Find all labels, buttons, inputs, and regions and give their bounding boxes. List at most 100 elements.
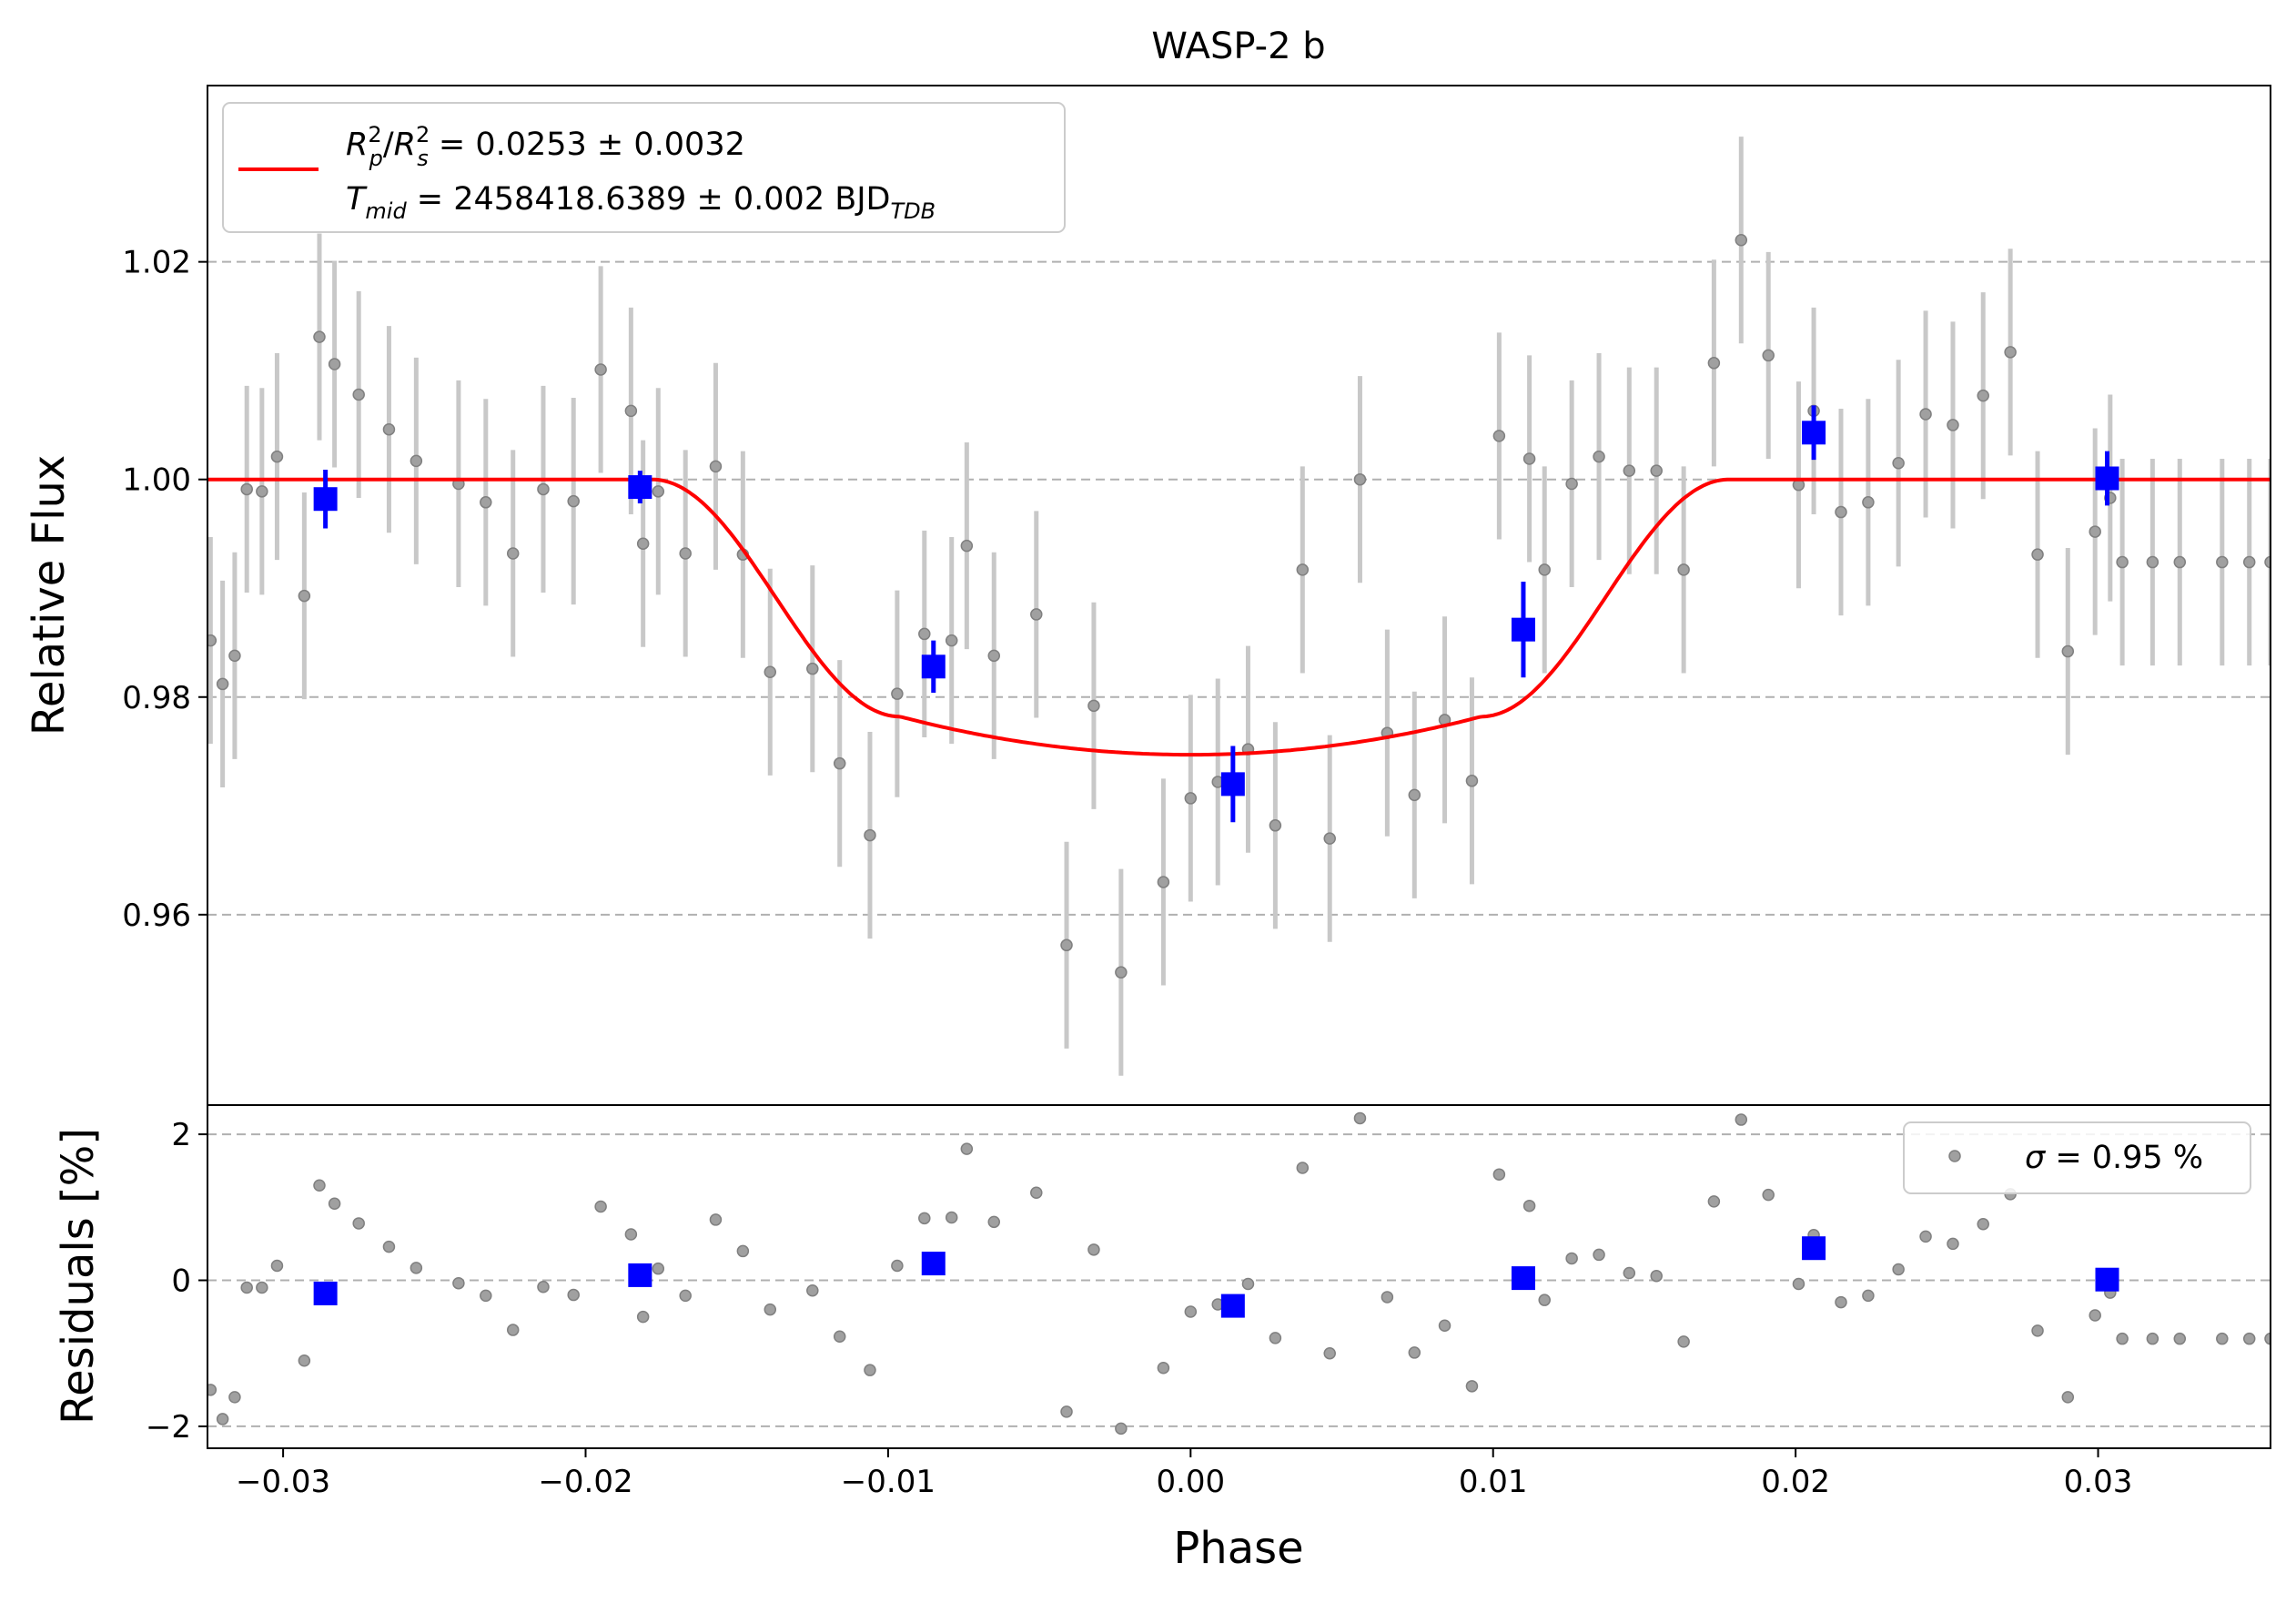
data-point: [594, 363, 607, 376]
residual-point: [270, 1259, 284, 1273]
data-point: [1296, 563, 1310, 576]
residual-point: [1650, 1269, 1663, 1283]
data-point: [2004, 346, 2017, 359]
data-point: [1677, 563, 1690, 576]
residual-point: [1241, 1277, 1255, 1291]
residual-point: [1593, 1248, 1605, 1262]
data-point: [2089, 525, 2101, 538]
residual-point: [987, 1215, 1001, 1229]
y-axis-label: Relative Flux: [24, 455, 75, 736]
x-tick-label: −0.02: [538, 1464, 632, 1500]
data-point: [1892, 457, 1905, 470]
data-point: [240, 482, 253, 496]
residual-point: [207, 1384, 217, 1396]
x-tick-label: 0.00: [1156, 1464, 1225, 1500]
residual-point: [1492, 1168, 1506, 1181]
residual-point: [1465, 1380, 1479, 1393]
data-point: [1492, 430, 1506, 442]
residual-point: [2216, 1332, 2229, 1345]
data-point: [2116, 555, 2129, 569]
residual-point: [382, 1240, 396, 1253]
data-points: [207, 233, 2271, 979]
data-point: [506, 547, 520, 560]
data-point: [1060, 938, 1073, 952]
y-tick-label: 0.98: [122, 680, 191, 716]
residual-point: [624, 1228, 638, 1241]
legend-box: [222, 102, 1066, 233]
residual-point: [298, 1354, 311, 1367]
data-point: [864, 828, 876, 842]
data-point: [1269, 819, 1282, 832]
data-point: [1408, 788, 1421, 802]
data-point: [410, 454, 423, 468]
residual-point: [537, 1280, 550, 1294]
data-point: [1977, 389, 1989, 402]
residual-point: [1977, 1217, 1989, 1231]
residual-legend-marker: [1948, 1150, 1961, 1162]
data-point: [1735, 233, 1748, 247]
residual-point: [216, 1413, 229, 1425]
data-point: [709, 460, 723, 473]
data-point: [1707, 357, 1721, 370]
data-point: [1030, 608, 1043, 621]
binned-point: [1802, 421, 1826, 445]
residual-y-ticks: −2 0 2: [146, 1117, 207, 1446]
residual-point: [1565, 1252, 1578, 1265]
residual-point: [1296, 1162, 1310, 1174]
residual-point: [1919, 1230, 1932, 1243]
main-y-ticks: 0.96 0.98 1.00 1.02: [122, 245, 207, 934]
residual-point: [2242, 1332, 2256, 1345]
x-tick-label: 0.01: [1459, 1464, 1528, 1500]
residual-point: [1522, 1199, 1536, 1212]
data-point: [891, 687, 904, 700]
data-point: [652, 485, 665, 498]
residual-point: [1892, 1263, 1905, 1276]
residual-point: [594, 1200, 607, 1213]
binned-point: [628, 475, 652, 500]
data-point: [1115, 966, 1128, 979]
residual-point: [1060, 1405, 1073, 1418]
data-point: [2146, 555, 2159, 569]
main-panel-frame: [207, 85, 2271, 1106]
residual-point: [1707, 1195, 1721, 1208]
residual-legend-label: σ = 0.95 %: [2025, 1140, 2203, 1176]
residual-point: [1381, 1291, 1394, 1304]
residual-point: [2089, 1309, 2101, 1322]
data-point: [2173, 555, 2187, 569]
residual-point: [352, 1217, 365, 1230]
legend-entry-mid-transit: Tmid = 2458418.6389 ± 0.002 BJDTDB: [346, 181, 936, 224]
residual-point: [228, 1391, 241, 1404]
residual-points: [207, 1111, 2271, 1436]
data-point: [636, 537, 650, 550]
residual-point: [1538, 1294, 1551, 1306]
y-tick-label: 1.00: [122, 462, 191, 499]
x-axis-label: Phase: [1173, 1523, 1303, 1574]
residual-y-tick-label: 2: [171, 1117, 191, 1153]
residual-y-tick-label: 0: [171, 1263, 191, 1300]
residual-point: [2116, 1332, 2129, 1345]
residual-point: [1792, 1277, 1805, 1291]
main-panel-gridlines: [207, 260, 2271, 916]
data-point: [2031, 548, 2044, 561]
x-tick-label: −0.01: [841, 1464, 936, 1500]
residual-point: [452, 1276, 465, 1290]
data-point: [1862, 496, 1875, 509]
data-point: [352, 388, 365, 401]
residual-point: [736, 1244, 750, 1258]
data-point: [1762, 349, 1775, 362]
residual-point: [240, 1281, 253, 1294]
data-point: [679, 547, 692, 560]
data-point: [806, 662, 819, 675]
legend-entry-radius-ratio: R2 p/R2 s = 0.0253 ± 0.0032: [346, 122, 745, 171]
data-point: [298, 589, 311, 603]
binned-residual-point: [1802, 1236, 1826, 1261]
data-point: [2216, 555, 2229, 569]
data-point: [1087, 699, 1100, 713]
residual-point: [1115, 1422, 1128, 1436]
data-point: [207, 634, 217, 647]
residual-point: [2061, 1391, 2075, 1404]
data-point: [833, 756, 846, 770]
residual-point: [256, 1281, 268, 1294]
binned-point: [2095, 466, 2119, 491]
